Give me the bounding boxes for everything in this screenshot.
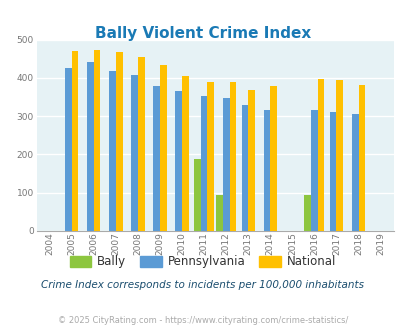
Bar xyxy=(329,112,336,231)
Bar xyxy=(358,85,364,231)
Bar xyxy=(304,195,310,231)
Bar xyxy=(216,195,222,231)
Bar xyxy=(94,50,100,231)
Bar xyxy=(336,80,342,231)
Bar xyxy=(263,111,270,231)
Text: Bally Violent Crime Index: Bally Violent Crime Index xyxy=(95,26,310,41)
Bar xyxy=(109,71,116,231)
Bar xyxy=(153,86,160,231)
Bar xyxy=(87,62,94,231)
Bar xyxy=(72,51,78,231)
Bar xyxy=(182,76,188,231)
Bar xyxy=(200,96,207,231)
Bar xyxy=(65,68,72,231)
Bar xyxy=(222,98,229,231)
Legend: Bally, Pennsylvania, National: Bally, Pennsylvania, National xyxy=(66,252,339,272)
Bar xyxy=(194,159,200,231)
Bar xyxy=(131,75,138,231)
Text: © 2025 CityRating.com - https://www.cityrating.com/crime-statistics/: © 2025 CityRating.com - https://www.city… xyxy=(58,315,347,325)
Bar xyxy=(229,82,236,231)
Text: Crime Index corresponds to incidents per 100,000 inhabitants: Crime Index corresponds to incidents per… xyxy=(41,280,364,290)
Bar xyxy=(310,111,317,231)
Bar xyxy=(351,114,358,231)
Bar xyxy=(175,91,182,231)
Bar xyxy=(116,52,122,231)
Bar xyxy=(160,65,166,231)
Bar xyxy=(207,82,213,231)
Bar xyxy=(270,86,276,231)
Bar xyxy=(247,90,254,231)
Bar xyxy=(241,106,247,231)
Bar xyxy=(138,57,144,231)
Bar xyxy=(317,79,324,231)
